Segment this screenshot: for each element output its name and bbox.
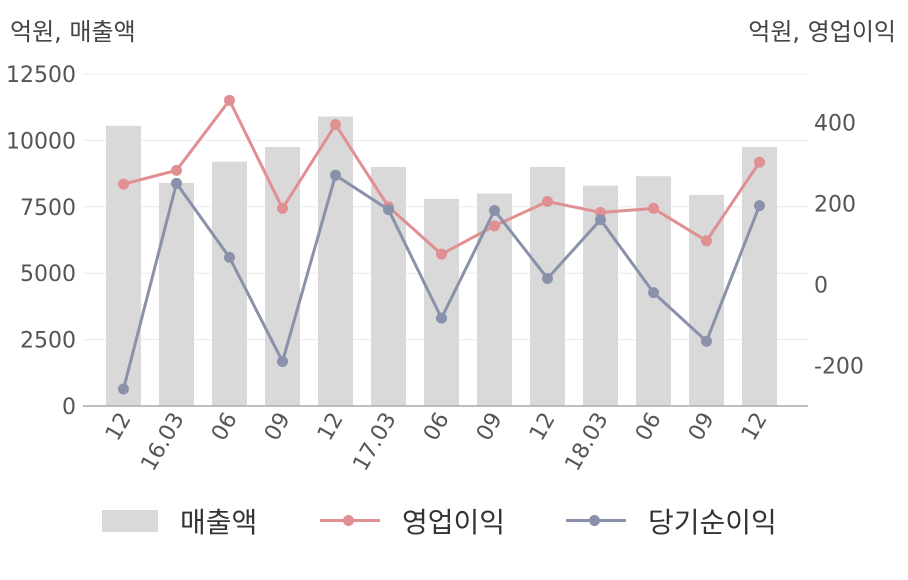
x-axis-tick-label: 18.03 (561, 409, 614, 476)
legend-line-swatch-operating-profit (320, 511, 380, 531)
left-axis-tick-label: 5000 (20, 262, 76, 287)
net-income-point (118, 383, 129, 395)
left-axis-tick-label: 12500 (6, 63, 76, 88)
legend-label-operating-profit: 영업이익 (402, 506, 506, 539)
left-axis-tick-label: 7500 (20, 196, 76, 221)
legend-item-revenue: 매출액 (102, 496, 257, 546)
legend-item-net-income: 당기순이익 (566, 496, 777, 546)
x-axis-tick-label: 06 (419, 409, 455, 446)
net-income-point (489, 204, 500, 216)
net-income-point (436, 312, 447, 324)
operating-profit-point (118, 178, 129, 190)
operating-profit-point (701, 235, 712, 247)
x-axis-tick-label: 12 (525, 409, 561, 446)
revenue-bar (212, 161, 247, 406)
net-income-point (383, 204, 394, 216)
x-axis-tick-label: 09 (260, 409, 296, 446)
x-axis-tick-label: 09 (472, 409, 508, 446)
operating-profit-point (171, 164, 182, 176)
operating-profit-point (277, 202, 288, 214)
x-axis-tick-label: 17.03 (349, 409, 402, 476)
net-income-point (224, 251, 235, 263)
operating-profit-point (754, 156, 765, 168)
left-axis-tick-label: 0 (62, 395, 76, 420)
net-income-point (648, 287, 659, 299)
x-axis-tick-label: 12 (737, 409, 773, 446)
legend-item-operating-profit: 영업이익 (320, 496, 505, 546)
legend-line-swatch-net-income (566, 511, 626, 531)
revenue-bar (159, 182, 194, 406)
legend-label-net-income: 당기순이익 (648, 506, 777, 539)
legend-label-revenue: 매출액 (180, 506, 258, 539)
net-income-point (754, 200, 765, 212)
left-axis-tick-label: 10000 (6, 129, 76, 154)
x-axis-tick-label: 16.03 (137, 409, 190, 476)
x-axis-tick-label: 12 (101, 409, 137, 446)
net-income-point (595, 214, 606, 226)
left-axis-tick-label: 2500 (20, 329, 76, 354)
operating-profit-point (224, 94, 235, 106)
x-axis-tick-label: 12 (313, 409, 349, 446)
revenue-bar (689, 194, 724, 406)
right-axis-tick-label: 200 (814, 193, 856, 218)
net-income-point (701, 335, 712, 347)
net-income-point (542, 272, 553, 284)
right-axis-tick-label: 0 (814, 274, 828, 299)
operating-profit-point (489, 220, 500, 232)
operating-profit-point (648, 202, 659, 214)
legend: 매출액 영업이익 당기순이익 (0, 496, 908, 546)
net-income-point (171, 177, 182, 189)
net-income-point (277, 355, 288, 367)
x-axis-tick-label: 06 (631, 409, 667, 446)
legend-bar-swatch (102, 510, 158, 532)
revenue-bar (318, 116, 353, 406)
right-axis-unit-label: 억원, 영업이익 (748, 18, 896, 46)
operating-profit-point (436, 248, 447, 260)
operating-profit-point (542, 196, 553, 208)
x-axis-tick-label: 09 (684, 409, 720, 446)
operating-profit-point (330, 119, 341, 131)
x-axis-tick-label: 06 (207, 409, 243, 446)
right-axis-tick-label: 400 (814, 112, 856, 137)
revenue-bar (742, 147, 777, 407)
revenue-bar (424, 198, 459, 406)
left-axis-unit-label: 억원, 매출액 (10, 18, 136, 46)
revenue-bar (106, 125, 141, 407)
right-axis-tick-label: -200 (814, 355, 864, 380)
net-income-point (330, 169, 341, 181)
